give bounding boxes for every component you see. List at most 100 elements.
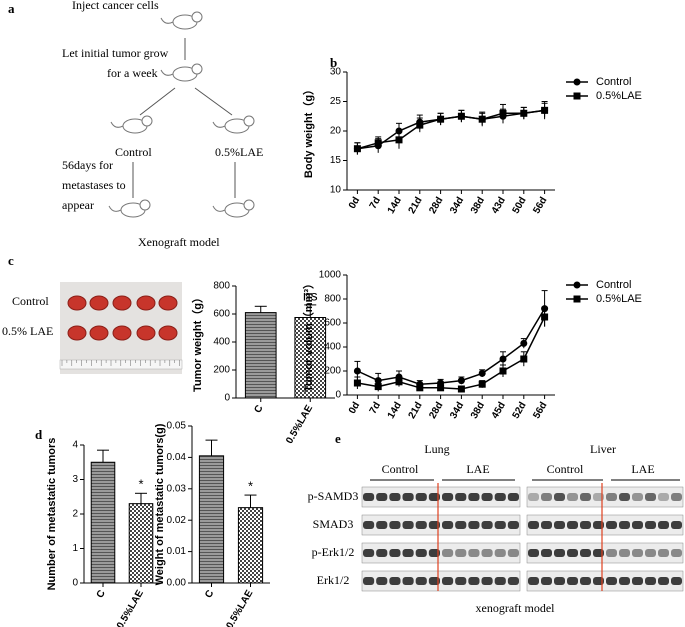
marker: [541, 106, 549, 114]
x-tick-label: 14d: [386, 195, 404, 215]
blot-strip: [361, 486, 521, 508]
caption: xenograft model: [476, 601, 556, 615]
tumor: [136, 325, 156, 341]
y-tick-label: 600: [324, 318, 341, 329]
annotation: ns: [303, 288, 318, 304]
y-tick-label: 0.02: [167, 515, 187, 526]
tumor: [112, 295, 132, 311]
blot-band: [507, 549, 519, 557]
blot-band: [554, 521, 565, 529]
y-tick-label: 1000: [319, 270, 342, 281]
marker: [395, 136, 403, 144]
x-tick-label: 50d: [511, 195, 529, 215]
blot-band: [442, 577, 454, 585]
x-tick-label: 0d: [347, 195, 362, 211]
blot-band: [658, 521, 669, 529]
y-tick-label: 0.04: [167, 452, 187, 463]
x-tick-label: 45d: [490, 400, 508, 420]
blot-band: [363, 577, 375, 585]
step-text: for a week: [107, 66, 158, 80]
blot-band: [658, 577, 669, 585]
x-tick-label: 21d: [407, 400, 425, 420]
blot-band: [363, 521, 375, 529]
tissue-label: Lung: [424, 442, 449, 456]
marker: [520, 109, 528, 117]
blot-band: [645, 549, 656, 557]
note-text: appear: [62, 198, 94, 212]
marker: [437, 115, 445, 123]
panel-a: Inject cancer cells Let initial tumor gr…: [62, 0, 263, 249]
blot-band: [567, 577, 578, 585]
mouse-tail: [160, 17, 174, 24]
blot-band: [645, 493, 656, 501]
arrow: [139, 87, 176, 116]
tumor: [158, 325, 178, 341]
blot-panel: Lung Liver Control LAE Control LAE p-SAM…: [308, 442, 680, 615]
blot-band: [528, 549, 539, 557]
blot-band: [528, 493, 539, 501]
blot-band: [671, 577, 682, 585]
tumor: [67, 325, 87, 341]
blot-band: [481, 549, 493, 557]
group-label: Control: [547, 462, 584, 476]
x-tick-label: 0.5%LAE: [115, 588, 146, 627]
marker: [457, 112, 465, 120]
y-tick-label: 600: [213, 309, 230, 320]
row-label: p-SAMD3: [308, 489, 359, 503]
blot-band: [507, 521, 519, 529]
series-line: [357, 316, 546, 390]
blot-strip: [361, 570, 521, 592]
tumor: [158, 295, 178, 311]
blot-band: [593, 493, 604, 501]
x-tick-label: 21d: [407, 195, 425, 215]
blot-band: [671, 549, 682, 557]
marker: [395, 378, 403, 386]
blot-strip: [361, 514, 521, 536]
legend-label: 0.5%LAE: [596, 293, 642, 305]
x-tick-label: 56d: [531, 400, 549, 420]
marker: [573, 92, 581, 100]
bar: [244, 312, 277, 399]
blot-band: [619, 521, 630, 529]
chart: 10 15 20 25 30 0d 7d 14d 21d 28d 34d 38d 43d 50d 56d Bo…: [302, 67, 642, 216]
blot-band: [428, 493, 440, 501]
panel-label: b: [330, 55, 337, 70]
blot-band: [541, 577, 552, 585]
blot-band: [580, 549, 591, 557]
panel-labels: a b c d e: [8, 1, 341, 446]
group-label: LAE: [466, 462, 489, 476]
blot-band: [528, 521, 539, 529]
blot-band: [376, 521, 388, 529]
x-tick-label: 38d: [469, 195, 487, 215]
chart: 0 1 2 3 4 C 0.5%LAE Number of metastatic tumors…: [46, 438, 160, 627]
x-tick-label: C: [95, 588, 108, 600]
mouse-tail: [108, 205, 122, 212]
mouse-head: [191, 11, 203, 23]
legend-label: 0.5%LAE: [596, 90, 642, 102]
x-tick-label: 7d: [368, 195, 383, 211]
blot-band: [468, 549, 480, 557]
blot-band: [593, 549, 604, 557]
series-line: [357, 109, 545, 150]
x-tick-label: 56d: [531, 195, 549, 215]
marker: [416, 121, 424, 129]
blot-band: [455, 493, 467, 501]
blot-band: [402, 549, 414, 557]
blot-band: [442, 493, 454, 501]
step-text: Let initial tumor grow: [62, 46, 169, 60]
marker: [374, 377, 382, 385]
y-tick-label: 800: [324, 294, 341, 305]
y-axis-label: Tumor weight（g）: [191, 292, 204, 392]
mouse-tail: [212, 121, 226, 128]
blot-band: [580, 577, 591, 585]
blot-band: [541, 493, 552, 501]
blot-band: [619, 549, 630, 557]
y-axis-label: Weight of metastatic tumors(g): [154, 423, 166, 585]
chart: 0 200 400 600 800 C 0.5%LAE Tumor weight（g） ns: [191, 281, 335, 446]
bar: [90, 461, 116, 584]
step-text: Inject cancer cells: [72, 0, 159, 12]
x-tick-label: 43d: [490, 195, 508, 215]
y-tick-label: 200: [213, 365, 230, 376]
group-text: 0.5%LAE: [215, 145, 263, 159]
blot-band: [580, 521, 591, 529]
